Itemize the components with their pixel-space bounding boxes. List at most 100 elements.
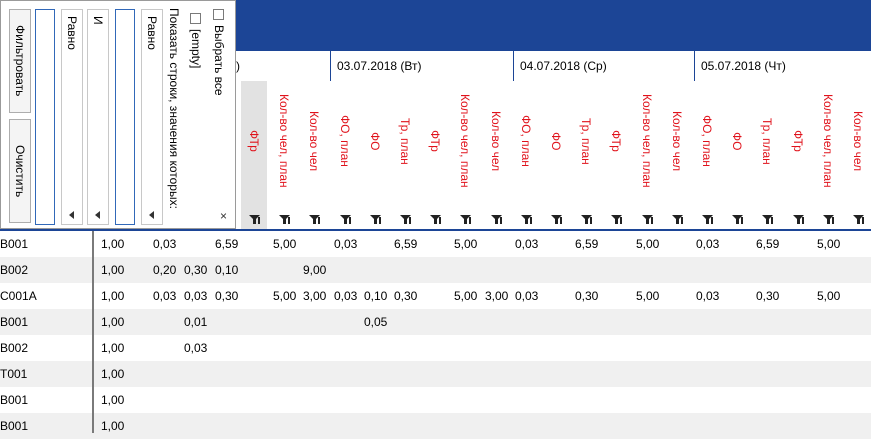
value-cell: 0,03 <box>334 289 358 303</box>
column-header[interactable]: ФТр <box>785 81 811 229</box>
filter-icon[interactable] <box>249 214 260 224</box>
column-header[interactable]: Кол-во чел <box>483 81 509 229</box>
value-cell: 0,30 <box>215 289 239 303</box>
column-header[interactable]: Кол-во чел <box>845 81 871 229</box>
column-header-label: Кол-во чел <box>670 110 684 172</box>
frozen-column-separator <box>92 231 94 433</box>
filter-icon[interactable] <box>370 214 381 224</box>
column-header[interactable]: ФТр <box>422 81 448 229</box>
column-header[interactable]: ФТр <box>241 81 267 229</box>
clear-button-label: Очистить <box>13 144 27 198</box>
table-row[interactable]: B002 1,00 0,20 0,30 0,10 9,00 <box>0 257 871 283</box>
table-row[interactable]: B002 1,00 0,03 <box>0 335 871 361</box>
operator-select-2[interactable]: Равно <box>141 9 163 225</box>
filter-icon[interactable] <box>702 214 713 224</box>
table-row[interactable]: C001A 1,00 0,03 0,03 0,30 5,00 3,00 0,03 0,10 0,3… <box>0 283 871 309</box>
column-header-label: Кол-во чел, план <box>458 94 472 188</box>
column-header[interactable]: Кол-во чел, план <box>452 81 478 229</box>
table-row[interactable]: B001 1,00 <box>0 387 871 413</box>
value-cell: 6,59 <box>575 237 599 251</box>
value-cell: 5,00 <box>636 289 660 303</box>
filter-icon[interactable] <box>309 214 320 224</box>
operator-select-1[interactable]: Равно <box>61 9 83 225</box>
column-header[interactable]: Кол-во чел, план <box>815 81 841 229</box>
operator-select-1-value: Равно <box>65 16 79 50</box>
date-header-3: 05.07.2018 (Чт) <box>694 51 871 81</box>
row-code-cell: B002 <box>0 341 29 355</box>
select-all-label: Выбрать все <box>212 25 226 96</box>
filter-icon[interactable] <box>611 214 622 224</box>
filter-icon[interactable] <box>762 214 773 224</box>
filter-icon[interactable] <box>460 214 471 224</box>
filter-icon[interactable] <box>400 214 411 224</box>
column-header[interactable]: ФО, план <box>694 81 720 229</box>
table-row[interactable]: B001 1,00 0,03 6,59 5,00 0,03 6,59 5,00 0,03 6,59… <box>0 231 871 257</box>
filter-value-input-2[interactable] <box>115 9 135 225</box>
value-cell: 0,03 <box>515 289 539 303</box>
value-cell: 1,00 <box>101 263 125 277</box>
column-header-label: ФО, план <box>700 115 714 167</box>
date-header-0: ) <box>236 59 240 73</box>
filter-icon[interactable] <box>793 214 804 224</box>
filter-icon[interactable] <box>521 214 532 224</box>
value-cell: 5,00 <box>273 289 297 303</box>
value-cell: 1,00 <box>101 237 125 251</box>
join-select-value: И <box>91 16 105 25</box>
column-header[interactable]: Кол-во чел <box>664 81 690 229</box>
header-divider <box>0 229 871 231</box>
filter-icon[interactable] <box>642 214 653 224</box>
table-row[interactable]: B001 1,00 0,01 0,05 <box>0 309 871 335</box>
clear-button[interactable]: Очистить <box>9 119 31 223</box>
filter-icon[interactable] <box>340 214 351 224</box>
value-cell: 5,00 <box>817 289 841 303</box>
filter-icon[interactable] <box>279 214 290 224</box>
column-header[interactable]: ФО <box>362 81 388 229</box>
value-cell: 0,03 <box>515 237 539 251</box>
column-header[interactable]: ФО <box>724 81 750 229</box>
value-cell: 0,30 <box>575 289 599 303</box>
date-header-2: 04.07.2018 (Ср) <box>513 51 694 81</box>
join-select[interactable]: И <box>87 9 109 225</box>
column-header[interactable]: ФО <box>543 81 569 229</box>
value-cell: 1,00 <box>101 315 125 329</box>
value-cell: 1,00 <box>101 341 125 355</box>
filter-icon[interactable] <box>551 214 562 224</box>
column-header[interactable]: Тр, план <box>754 81 780 229</box>
column-header-label: ФО <box>368 131 382 151</box>
value-cell: 0,30 <box>756 289 780 303</box>
close-icon[interactable]: × <box>220 209 228 223</box>
filter-icon[interactable] <box>672 214 683 224</box>
filter-icon[interactable] <box>430 214 441 224</box>
dropdown-arrow-icon <box>149 211 154 219</box>
table-row[interactable]: B001 1,00 <box>0 413 871 439</box>
row-code-cell: C001A <box>0 289 37 303</box>
column-header-label: Кол-во чел <box>489 110 503 172</box>
filter-icon[interactable] <box>581 214 592 224</box>
empty-checkbox[interactable] <box>190 13 201 24</box>
filter-value-input-1[interactable] <box>35 9 55 225</box>
value-cell: 9,00 <box>303 263 327 277</box>
select-all-checkbox[interactable] <box>213 9 224 20</box>
filter-button[interactable]: Фильтровать <box>9 9 31 113</box>
value-cell: 0,01 <box>184 315 208 329</box>
filter-icon[interactable] <box>491 214 502 224</box>
value-cell: 0,10 <box>364 289 388 303</box>
row-code-cell: B001 <box>0 237 29 251</box>
column-header[interactable]: ФО, план <box>332 81 358 229</box>
column-header[interactable]: Кол-во чел, план <box>634 81 660 229</box>
value-cell: 5,00 <box>454 237 478 251</box>
column-header[interactable]: Кол-во чел, план <box>271 81 297 229</box>
column-header-label: ФТр <box>609 130 623 152</box>
column-header[interactable]: Тр, план <box>573 81 599 229</box>
table-row[interactable]: T001 1,00 <box>0 361 871 387</box>
filter-icon[interactable] <box>853 214 864 224</box>
filter-icon[interactable] <box>732 214 743 224</box>
dropdown-arrow-icon <box>95 211 100 219</box>
column-header[interactable]: ФО, план <box>513 81 539 229</box>
column-header[interactable]: Тр, план <box>392 81 418 229</box>
column-header[interactable]: ФТр <box>603 81 629 229</box>
column-header-label: ФО <box>730 131 744 151</box>
filter-icon[interactable] <box>823 214 834 224</box>
column-header[interactable]: Кол-во чел <box>301 81 327 229</box>
column-header-label: ФТр <box>791 130 805 152</box>
